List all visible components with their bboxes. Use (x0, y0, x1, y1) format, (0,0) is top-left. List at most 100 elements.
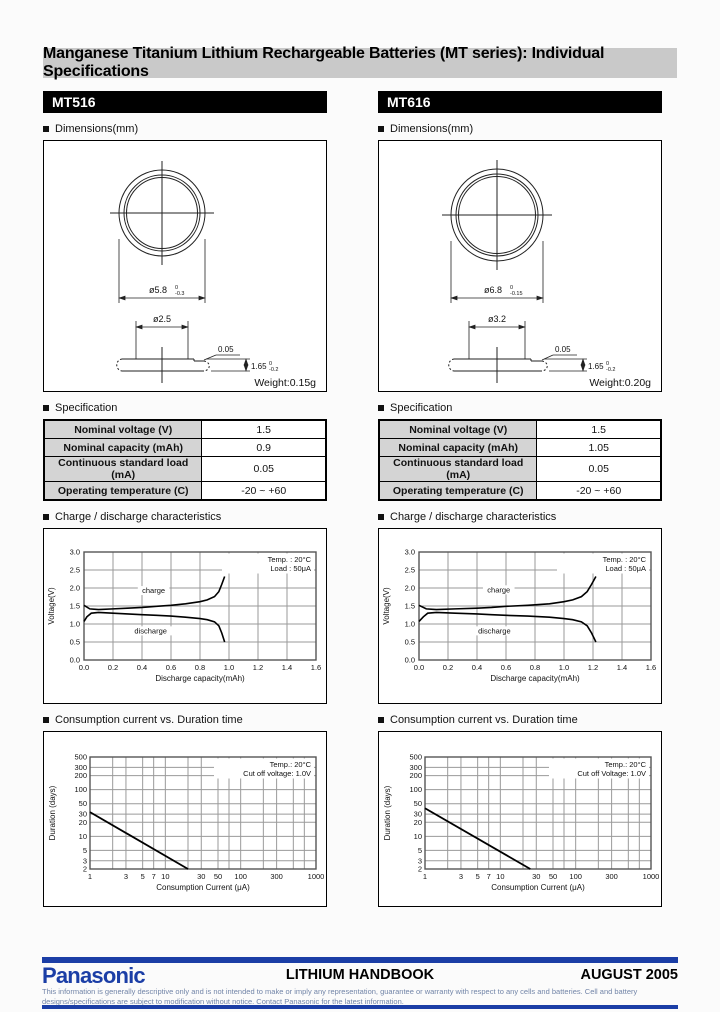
y-tick-label: 1.0 (70, 620, 80, 629)
series-label: charge (487, 585, 510, 594)
y-axis-title: Duration (days) (48, 785, 57, 840)
column-mt616: MT616 Dimensions(mm) (378, 91, 662, 907)
y-tick-label: 10 (79, 832, 87, 841)
x-tick-label: 7 (152, 872, 156, 881)
section-charge-discharge: Charge / discharge characteristics (43, 510, 327, 523)
x-tick-label: 1.2 (253, 663, 263, 672)
x-tick-label: 100 (234, 872, 247, 881)
spec-row-value: -20 ~ +60 (201, 481, 327, 501)
y-tick-label: 30 (79, 810, 87, 819)
x-tick-label: 50 (549, 872, 557, 881)
y-tick-label: 3 (83, 856, 87, 865)
series-label-bg (137, 586, 170, 596)
side-view-profile (448, 347, 548, 383)
spec-row-label: Nominal voltage (V) (378, 419, 538, 439)
spec-row: Nominal capacity (mAh) 0.9 (43, 438, 327, 457)
x-tick-label: 50 (214, 872, 222, 881)
charge-discharge-chart: 0.0 0.2 0.4 0.6 0.8 1.0 1.2 1.4 1.6 0.0 0.5 1.0 1.5 2… (47, 548, 321, 684)
y-tick-label: 100 (409, 785, 422, 794)
duration-line (424, 807, 531, 870)
footer: Panasonic LITHIUM HANDBOOK AUGUST 2005 (42, 963, 678, 988)
consumption-chart-mt616: 1 3 5 7 10 30 50 100 300 1000 2 3 5 10 20 30 50 100 200 300… (378, 731, 662, 907)
spec-row: Operating temperature (C) -20 ~ +60 (43, 481, 327, 501)
content-columns: MT516 Dimensions(mm) (43, 91, 662, 907)
series-discharge (83, 611, 226, 643)
y-tick-label: 5 (83, 846, 87, 855)
y-tick-label: 30 (414, 810, 422, 819)
spec-row-value: 1.5 (201, 419, 327, 439)
inner-diameter-label: ø3.2 (488, 314, 506, 324)
section-label: Dimensions(mm) (55, 122, 139, 135)
y-tick-label: 3 (418, 856, 422, 865)
y-tick-label: 2 (418, 865, 422, 874)
outer-tol-top: 0 (175, 285, 178, 291)
spec-row-value: 1.5 (536, 419, 662, 439)
consumption-duration-chart: 1 3 5 7 10 30 50 100 300 100023510203050100200300… (48, 753, 324, 893)
annotation-line: Cut off Voltage: 1.0V (577, 769, 646, 778)
x-tick-label: 1.2 (588, 663, 598, 672)
height-tol-bottom: -0.2 (606, 367, 615, 373)
height-tol-top: 0 (269, 361, 272, 367)
spec-row: Nominal voltage (V) 1.5 (43, 419, 327, 439)
model-header-mt616: MT616 (378, 91, 662, 113)
y-tick-label: 2.0 (70, 584, 80, 593)
y-tick-label: 50 (79, 799, 87, 808)
x-tick-label: 3 (124, 872, 128, 881)
y-tick-label: 500 (409, 753, 422, 762)
duration-line (89, 811, 189, 870)
section-label: Charge / discharge characteristics (390, 510, 557, 523)
consumption-chart-mt516: 1 3 5 7 10 30 50 100 300 1000 2 3 5 10 20 30 50 100 200 300… (43, 731, 327, 907)
spec-row-value: 1.05 (536, 438, 662, 457)
section-label: Consumption current vs. Duration time (55, 713, 243, 726)
battery-drawing: ø5.8 0 -0.3 ø2.5 0.05 1.65 0 -0.2 Weight… (110, 161, 316, 389)
annotation-line: Cut off voltage: 1.0V (243, 769, 311, 778)
y-tick-label: 50 (414, 799, 422, 808)
y-tick-label: 2 (83, 865, 87, 874)
spec-table-mt516: Nominal voltage (V) 1.5 Nominal capacity (… (43, 419, 327, 501)
publication-date: AUGUST 2005 (580, 967, 678, 983)
x-axis-title: Discharge capacity(mAh) (155, 674, 245, 683)
model-header-mt516: MT516 (43, 91, 327, 113)
annotation-line: Temp. : 20°C (268, 555, 312, 564)
y-tick-label: 10 (414, 832, 422, 841)
x-tick-label: 0.4 (137, 663, 147, 672)
step-and-height-dims (203, 354, 250, 372)
section-label: Specification (390, 401, 453, 414)
x-tick-label: 1.4 (282, 663, 292, 672)
y-tick-label: 2.0 (405, 584, 415, 593)
spec-row-label: Nominal capacity (mAh) (43, 438, 203, 457)
x-tick-label: 0.2 (443, 663, 453, 672)
column-mt516: MT516 Dimensions(mm) (43, 91, 327, 907)
y-tick-label: 5 (418, 846, 422, 855)
series-label: discharge (478, 626, 511, 635)
series-label-bg (471, 626, 518, 636)
height-dim-label: 1.65 (588, 362, 604, 371)
outer-diameter-label: ø6.8 (484, 285, 502, 295)
series-label: charge (142, 586, 165, 595)
x-tick-label: 7 (487, 872, 491, 881)
consumption-duration-chart: 1 3 5 7 10 30 50 100 300 100023510203050100200300… (383, 753, 659, 893)
spec-row-label: Continuous standard load (mA) (43, 456, 203, 482)
x-tick-label: 5 (476, 872, 480, 881)
y-tick-label: 3.0 (70, 548, 80, 557)
battery-drawing: ø6.8 0 -0.15 ø3.2 0.05 1.65 0 -0.2 Weigh… (442, 160, 651, 389)
series-charge (83, 576, 226, 611)
annotation-bg (549, 758, 649, 779)
x-tick-label: 0.2 (108, 663, 118, 672)
y-tick-label: 1.5 (70, 602, 80, 611)
spec-row-label: Operating temperature (C) (378, 481, 538, 501)
annotation-line: Temp.: 20°C (270, 760, 312, 769)
outer-diameter-label: ø5.8 (149, 285, 167, 295)
square-bullet-icon (378, 716, 384, 723)
y-tick-label: 200 (409, 771, 422, 780)
handbook-title: LITHIUM HANDBOOK (285, 967, 435, 983)
x-tick-label: 3 (459, 872, 463, 881)
section-label: Specification (55, 401, 118, 414)
plot-frame (424, 756, 652, 870)
charge-chart-mt616: 0.0 0.2 0.4 0.6 0.8 1.0 1.2 1.4 1.6 0.0 0.5 1.0 1.5 2… (378, 528, 662, 704)
x-tick-label: 1.0 (559, 663, 569, 672)
spec-row-value: -20 ~ +60 (536, 481, 662, 501)
weight-label: Weight:0.20g (589, 377, 651, 389)
spec-row: Continuous standard load (mA) 0.05 (43, 456, 327, 482)
x-tick-label: 0.4 (472, 663, 482, 672)
